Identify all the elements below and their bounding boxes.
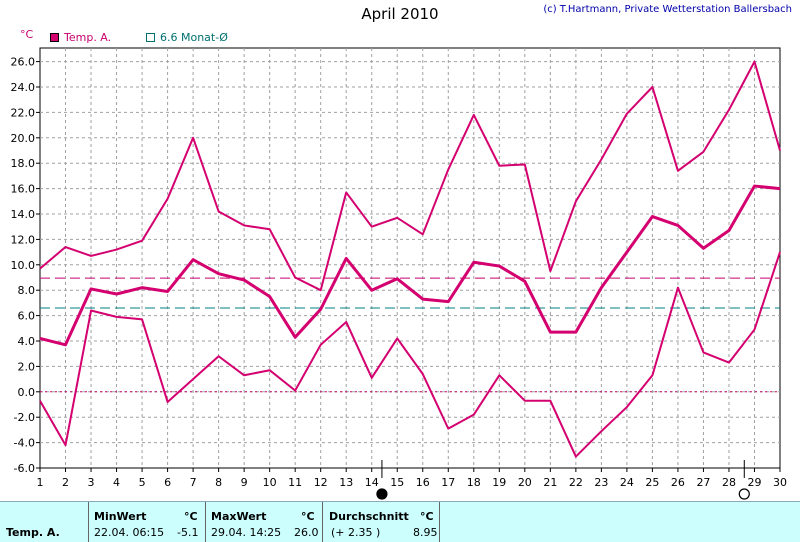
x-tick-label: 8 <box>215 476 222 489</box>
x-tick-label: 1 <box>37 476 44 489</box>
max-date: 29.04. 14:25 <box>211 526 282 539</box>
max-heading: MaxWert <box>211 510 267 523</box>
y-tick-label: 6.0 <box>18 310 36 323</box>
min-value: -5.1 <box>177 526 199 539</box>
x-tick-label: 12 <box>314 476 328 489</box>
x-tick-label: 3 <box>88 476 95 489</box>
y-tick-label: 16.0 <box>11 183 36 196</box>
full-moon-icon <box>738 488 750 500</box>
x-tick-label: 10 <box>263 476 277 489</box>
y-tick-label: 0.0 <box>18 386 36 399</box>
average-unit: °C <box>420 510 434 523</box>
x-tick-label: 28 <box>722 476 736 489</box>
x-tick-label: 22 <box>569 476 583 489</box>
y-tick-label: 10.0 <box>11 259 36 272</box>
x-tick-label: 15 <box>390 476 404 489</box>
max-unit: °C <box>301 510 315 523</box>
x-tick-label: 23 <box>594 476 608 489</box>
y-tick-label: 22.0 <box>11 106 36 119</box>
x-tick-label: 30 <box>773 476 787 489</box>
y-tick-label: 8.0 <box>18 284 36 297</box>
legend-item-temp: Temp. A. <box>50 31 111 44</box>
y-tick-label: -2.0 <box>14 411 35 424</box>
max-cell: MaxWert °C 29.04. 14:25 26.0 <box>206 502 323 542</box>
y-tick-label: -4.0 <box>14 437 35 450</box>
x-tick-label: 5 <box>139 476 146 489</box>
x-tick-label: 13 <box>339 476 353 489</box>
y-tick-label: 26.0 <box>11 56 36 69</box>
x-tick-label: 9 <box>241 476 248 489</box>
x-tick-label: 14 <box>365 476 379 489</box>
x-tick-label: 29 <box>747 476 761 489</box>
average-value: 8.95 <box>413 526 438 539</box>
x-tick-label: 16 <box>416 476 430 489</box>
x-tick-label: 11 <box>288 476 302 489</box>
series-line-max <box>39 60 781 292</box>
y-axis-unit: °C <box>20 28 34 41</box>
average-cell: Durchschnitt °C (+ 2.35 ) 8.95 <box>323 502 440 542</box>
x-tick-label: 25 <box>645 476 659 489</box>
plot-area <box>39 47 781 469</box>
x-tick-label: 18 <box>467 476 481 489</box>
series-line-temp-a- <box>39 184 781 347</box>
credit-text: (c) T.Hartmann, Private Wetterstation Ba… <box>543 4 792 15</box>
chart-title: April 2010 <box>361 5 439 23</box>
min-cell: MinWert °C 22.04. 06:15 -5.1 <box>89 502 206 542</box>
x-tick-label: 27 <box>696 476 710 489</box>
average-heading: Durchschnitt <box>329 510 409 523</box>
y-tick-label: 14.0 <box>11 208 36 221</box>
stats-footer: Temp. A. MinWert °C 22.04. 06:15 -5.1 Ma… <box>0 501 800 542</box>
min-date: 22.04. 06:15 <box>94 526 165 539</box>
new-moon-icon <box>376 488 388 500</box>
x-tick-label: 19 <box>492 476 506 489</box>
y-tick-label: 20.0 <box>11 132 36 145</box>
x-tick-label: 2 <box>62 476 69 489</box>
x-tick-label: 6 <box>164 476 171 489</box>
legend-label-temp: Temp. A. <box>64 31 112 44</box>
legend-swatch-temp <box>50 33 59 42</box>
y-tick-label: 24.0 <box>11 81 36 94</box>
x-tick-label: 7 <box>190 476 197 489</box>
average-delta: (+ 2.35 ) <box>331 526 381 539</box>
y-tick-label: -6.0 <box>14 462 35 475</box>
legend-label-average: 6.6 Monat-Ø <box>160 31 228 44</box>
series-line-min <box>39 251 781 458</box>
x-tick-label: 26 <box>671 476 685 489</box>
y-tick-label: 18.0 <box>11 157 36 170</box>
x-tick-label: 4 <box>113 476 120 489</box>
y-tick-label: 12.0 <box>11 233 36 246</box>
temperature-chart: 26.024.022.020.018.016.014.012.010.08.06… <box>11 47 787 500</box>
footer-label-cell: Temp. A. <box>0 502 89 542</box>
min-unit: °C <box>184 510 198 523</box>
min-heading: MinWert <box>94 510 147 523</box>
legend-swatch-average <box>146 33 155 42</box>
y-tick-label: 4.0 <box>18 335 36 348</box>
x-tick-label: 24 <box>620 476 634 489</box>
footer-row-label: Temp. A. <box>6 526 60 539</box>
x-tick-label: 21 <box>543 476 557 489</box>
legend-item-average: 6.6 Monat-Ø <box>146 31 228 44</box>
y-tick-label: 2.0 <box>18 360 36 373</box>
x-tick-label: 20 <box>518 476 532 489</box>
max-value: 26.0 <box>294 526 319 539</box>
x-tick-label: 17 <box>441 476 455 489</box>
